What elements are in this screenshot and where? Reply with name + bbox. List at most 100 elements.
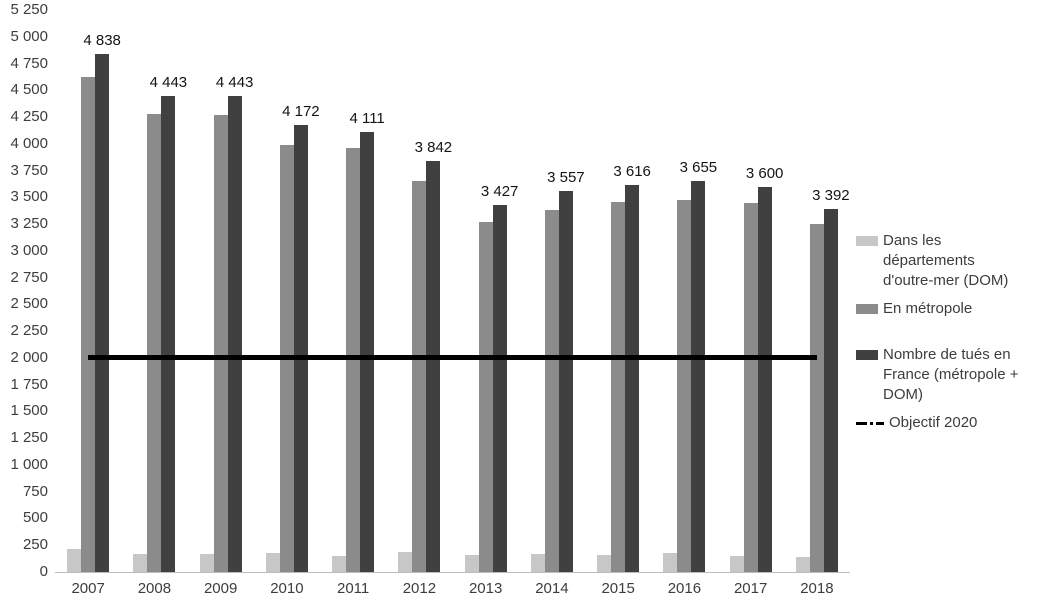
data-label-2008: 4 443 xyxy=(149,74,188,92)
plot-area: 4 838 4 443 4 443 4 172 4 111 3 842 3 427 3 557… xyxy=(55,10,850,573)
x-axis-label-2010: 2010 xyxy=(270,580,304,597)
bar-total-2010 xyxy=(293,125,308,572)
y-tick-label: 3 750 xyxy=(10,161,48,179)
bar-dom-2011 xyxy=(332,556,347,572)
bar-dom-2010 xyxy=(265,552,280,572)
legend-label: Objectif 2020 xyxy=(889,414,978,431)
x-axis-label-2017: 2017 xyxy=(733,580,768,597)
bar-total-2017 xyxy=(757,186,772,572)
bar-metropole-2012 xyxy=(412,181,427,572)
y-tick-label: 4 250 xyxy=(10,108,48,126)
x-axis-label-2016: 2016 xyxy=(667,580,702,597)
x-axis-label-2011: 2011 xyxy=(336,580,370,597)
bar-dom-2014 xyxy=(530,553,545,572)
legend-item: Objectif 2020 xyxy=(856,413,1040,433)
legend-label: Dans les départements d'outre-mer (DOM) xyxy=(883,232,1009,289)
y-tick-label: 3 500 xyxy=(10,188,48,206)
legend-item: En métropole xyxy=(856,299,1040,319)
bar-total-2008 xyxy=(161,96,176,572)
bar-dom-2007 xyxy=(67,548,82,572)
bar-dom-2015 xyxy=(597,555,612,572)
legend-item: Dans les départements d'outre-mer (DOM) xyxy=(856,231,1040,291)
x-axis-label-2015: 2015 xyxy=(601,580,635,597)
x-axis-label-2008: 2008 xyxy=(137,580,172,597)
y-tick-label: 4 500 xyxy=(10,81,48,99)
bar-total-2014 xyxy=(558,191,573,572)
data-label-2017: 3 600 xyxy=(745,164,784,182)
y-tick-label: 3 250 xyxy=(10,215,48,233)
bar-metropole-2013 xyxy=(478,222,493,572)
y-tick-label: 4 000 xyxy=(10,134,48,152)
bar-metropole-2018 xyxy=(809,224,824,572)
legend-color-swatch xyxy=(856,304,878,314)
bar-group-2011: 4 111 xyxy=(320,10,386,572)
bar-metropole-2016 xyxy=(677,199,692,572)
data-label-2018: 3 392 xyxy=(812,186,850,204)
data-label-2007: 4 838 xyxy=(83,32,121,50)
bar-group-2013: 3 427 xyxy=(453,10,519,572)
data-label-2013: 3 427 xyxy=(480,183,519,201)
bar-metropole-2015 xyxy=(611,201,626,572)
bar-dom-2017 xyxy=(729,555,744,572)
y-tick-label: 5 250 xyxy=(10,1,48,18)
y-axis: 0 250 500 750 1 000 1 250 1 500 1 750 2 000 2 250… xyxy=(0,2,48,580)
data-label-2015: 3 616 xyxy=(613,162,651,180)
bar-dom-2008 xyxy=(133,554,148,572)
y-tick-label: 500 xyxy=(22,509,48,527)
bar-total-2011 xyxy=(360,131,375,572)
y-tick-label: 2 500 xyxy=(10,295,48,313)
y-tick-label: 1 000 xyxy=(10,455,48,473)
y-tick-label: 1 250 xyxy=(10,429,48,447)
bar-group-2017: 3 600 xyxy=(718,10,784,572)
data-label-2014: 3 557 xyxy=(547,169,585,187)
x-axis-label-2012: 2012 xyxy=(402,580,437,597)
y-tick-label: 0 xyxy=(39,563,48,580)
bar-group-2018: 3 392 xyxy=(784,10,850,572)
y-tick-label: 2 000 xyxy=(10,348,48,366)
bar-group-2014: 3 557 xyxy=(519,10,585,572)
bar-group-2015: 3 616 xyxy=(585,10,651,572)
bar-group-2016: 3 655 xyxy=(651,10,717,572)
bar-metropole-2014 xyxy=(544,209,559,572)
y-tick-label: 3 000 xyxy=(10,241,48,259)
legend-color-swatch xyxy=(856,350,878,360)
y-tick-label: 1 750 xyxy=(10,375,48,393)
y-tick-label: 2 250 xyxy=(10,322,48,340)
bar-metropole-2009 xyxy=(213,114,228,572)
data-label-2009: 4 443 xyxy=(215,74,254,92)
bar-group-2010: 4 172 xyxy=(254,10,320,572)
bar-dom-2018 xyxy=(795,556,810,572)
y-tick-label: 750 xyxy=(22,482,48,500)
x-axis-label-2009: 2009 xyxy=(203,580,238,597)
data-label-2010: 4 172 xyxy=(282,103,320,121)
bar-total-2015 xyxy=(625,184,640,572)
data-label-2012: 3 842 xyxy=(414,138,453,156)
bar-dom-2016 xyxy=(663,552,678,572)
y-tick-label: 250 xyxy=(22,536,48,554)
x-axis-label-2014: 2014 xyxy=(535,580,569,597)
x-axis-label-2013: 2013 xyxy=(468,580,503,597)
legend-label: En métropole xyxy=(883,300,973,317)
legend: Dans les départements d'outre-mer (DOM) E… xyxy=(856,231,1040,433)
legend-item: Nombre de tués en France (métropole + DO… xyxy=(856,345,1040,405)
bar-dom-2013 xyxy=(464,555,479,572)
bar-group-2009: 4 443 xyxy=(188,10,254,572)
x-axis: 2007 2008 2009 2010 2011 2012 2013 2014 2015 2016… xyxy=(55,580,850,597)
data-label-2016: 3 655 xyxy=(679,158,718,176)
y-tick-label: 4 750 xyxy=(10,54,48,72)
bar-dom-2012 xyxy=(398,551,413,572)
bar-total-2012 xyxy=(426,160,441,572)
y-tick-label: 2 750 xyxy=(10,268,48,286)
data-label-2011: 4 111 xyxy=(349,109,385,127)
bar-group-2007: 4 838 xyxy=(55,10,121,572)
y-tick-label: 1 500 xyxy=(10,402,48,420)
bar-metropole-2008 xyxy=(147,114,162,572)
bar-group-2008: 4 443 xyxy=(121,10,187,572)
x-axis-label-2018: 2018 xyxy=(800,580,834,597)
bar-total-2007 xyxy=(95,54,110,572)
bar-total-2009 xyxy=(227,96,242,572)
y-tick-label: 5 000 xyxy=(10,27,48,45)
bar-group-2012: 3 842 xyxy=(386,10,452,572)
bar-metropole-2007 xyxy=(81,77,96,572)
